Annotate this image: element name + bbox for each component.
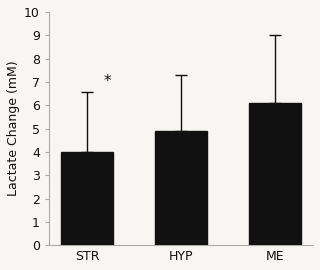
Text: *: * bbox=[104, 74, 111, 89]
Bar bbox=[155, 131, 207, 245]
Bar bbox=[249, 103, 301, 245]
Y-axis label: Lactate Change (mM): Lactate Change (mM) bbox=[7, 61, 20, 196]
Bar bbox=[61, 152, 113, 245]
